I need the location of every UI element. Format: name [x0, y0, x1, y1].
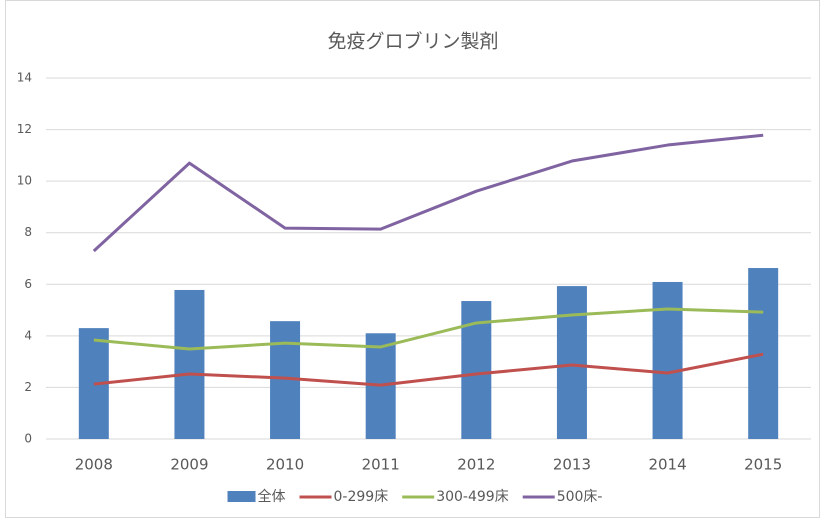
- y-tick-label: 0: [24, 432, 32, 446]
- x-tick-label: 2013: [553, 456, 591, 474]
- legend-swatch: [227, 491, 256, 502]
- y-tick-label: 10: [17, 174, 32, 188]
- y-tick-label: 6: [24, 277, 32, 291]
- y-tick-label: 2: [24, 380, 32, 394]
- legend-label: 0-299床: [334, 489, 389, 505]
- x-tick-label: 2011: [362, 456, 400, 474]
- bar: [652, 281, 683, 439]
- bar: [556, 286, 587, 439]
- chart-border: [5, 0, 820, 518]
- line: [92, 133, 764, 253]
- x-tick-label: 2009: [170, 456, 208, 474]
- x-tick-label: 2010: [266, 456, 304, 474]
- legend-label: 300-499床: [436, 489, 509, 505]
- x-tick-label: 2014: [648, 456, 686, 474]
- y-tick-label: 14: [17, 71, 32, 85]
- bar: [748, 268, 779, 439]
- line: [93, 307, 764, 351]
- y-tick-label: 12: [17, 122, 32, 136]
- bar: [174, 289, 205, 439]
- x-tick-label: 2015: [744, 456, 782, 474]
- x-tick-label: 2012: [457, 456, 495, 474]
- legend-label: 全体: [258, 488, 286, 505]
- y-tick-label: 8: [24, 225, 32, 239]
- line: [93, 352, 764, 387]
- chart-title: 免疫グロブリン製剤: [327, 30, 498, 53]
- legend-label: 500床-: [557, 489, 603, 505]
- x-tick-label: 2008: [75, 456, 113, 474]
- y-tick-label: 4: [24, 328, 32, 342]
